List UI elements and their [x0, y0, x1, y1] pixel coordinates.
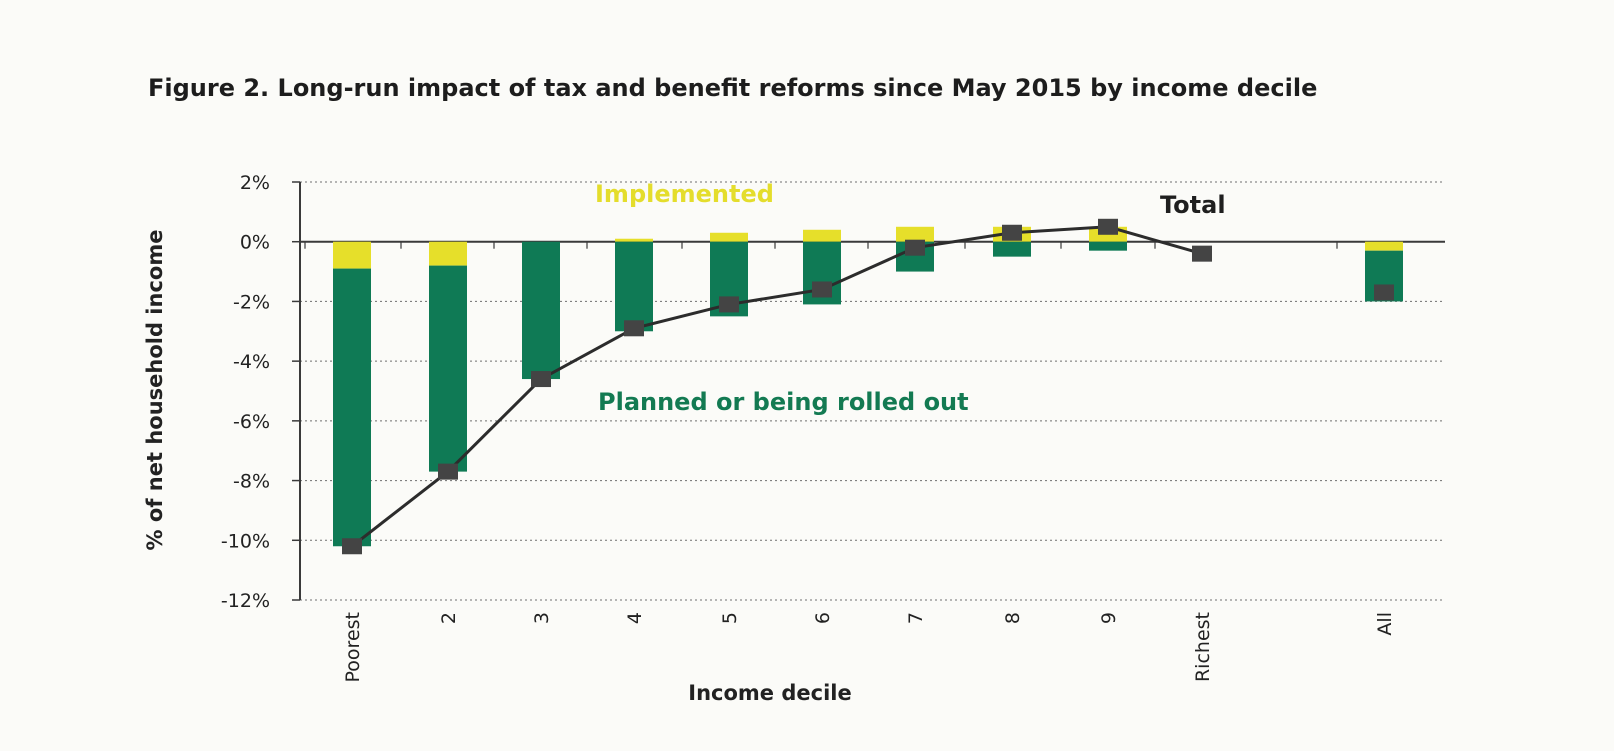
chart-title: Figure 2. Long-run impact of tax and ben…	[148, 74, 1318, 102]
axes	[292, 181, 1445, 601]
bar-planned	[1089, 241, 1127, 251]
y-tick-label: -6%	[233, 411, 270, 433]
y-tick-label: -8%	[233, 471, 270, 493]
y-tick-label: -10%	[221, 530, 270, 552]
total-marker	[905, 239, 925, 256]
x-tick-label: 4	[624, 612, 646, 624]
annotation-implemented: Implemented	[595, 180, 774, 208]
bar-implemented	[429, 241, 467, 266]
annotation-planned: Planned or being rolled out	[598, 388, 969, 416]
x-tick-label: 7	[905, 612, 927, 624]
bar-planned	[522, 241, 560, 380]
total-line	[342, 218, 1394, 555]
bar-planned	[615, 241, 653, 332]
total-marker	[1374, 284, 1394, 301]
x-tick-label: 6	[812, 612, 834, 624]
y-tick-label: -12%	[221, 590, 270, 612]
x-axis-title: Income decile	[688, 681, 851, 705]
total-marker	[342, 538, 362, 555]
x-tick-label: 5	[719, 612, 741, 624]
y-tick-label: -4%	[233, 351, 270, 373]
total-marker	[1002, 224, 1022, 241]
x-tick-label: 9	[1098, 612, 1120, 624]
total-marker	[1192, 245, 1212, 262]
total-marker	[624, 320, 644, 337]
y-tick-label: -2%	[233, 291, 270, 313]
bar-implemented	[710, 232, 748, 242]
x-tick-label: 8	[1002, 612, 1024, 624]
y-tick-label: 0%	[240, 232, 270, 254]
annotation-total: Total	[1160, 191, 1226, 219]
bar-planned	[429, 265, 467, 472]
x-tick-label: Richest	[1192, 612, 1214, 682]
bar-implemented	[803, 229, 841, 242]
y-axis-title: % of net household income	[143, 230, 167, 551]
x-tick-label: All	[1374, 612, 1396, 636]
total-marker	[438, 463, 458, 480]
bar-implemented	[1365, 241, 1403, 251]
total-marker	[531, 371, 551, 388]
bar-planned	[333, 268, 371, 547]
bar-planned	[993, 241, 1031, 257]
bar-implemented	[896, 226, 934, 242]
total-marker	[1098, 218, 1118, 235]
tick-labels: 2% 0% -2% -4% -6% -8% -10% -12% Poorest 2 3 4 5 6 7 8 9 R…	[221, 172, 1396, 682]
x-tick-label: Poorest	[342, 612, 364, 682]
total-line-path	[351, 225, 1203, 548]
x-tick-label: 3	[531, 612, 553, 624]
bar-implemented	[333, 241, 371, 269]
total-marker	[719, 296, 739, 313]
y-tick-label: 2%	[240, 172, 270, 194]
total-marker	[812, 281, 832, 298]
gridlines	[300, 181, 1445, 601]
bar-implemented	[615, 238, 653, 242]
bars	[333, 226, 1403, 547]
x-tick-label: 2	[438, 612, 460, 624]
